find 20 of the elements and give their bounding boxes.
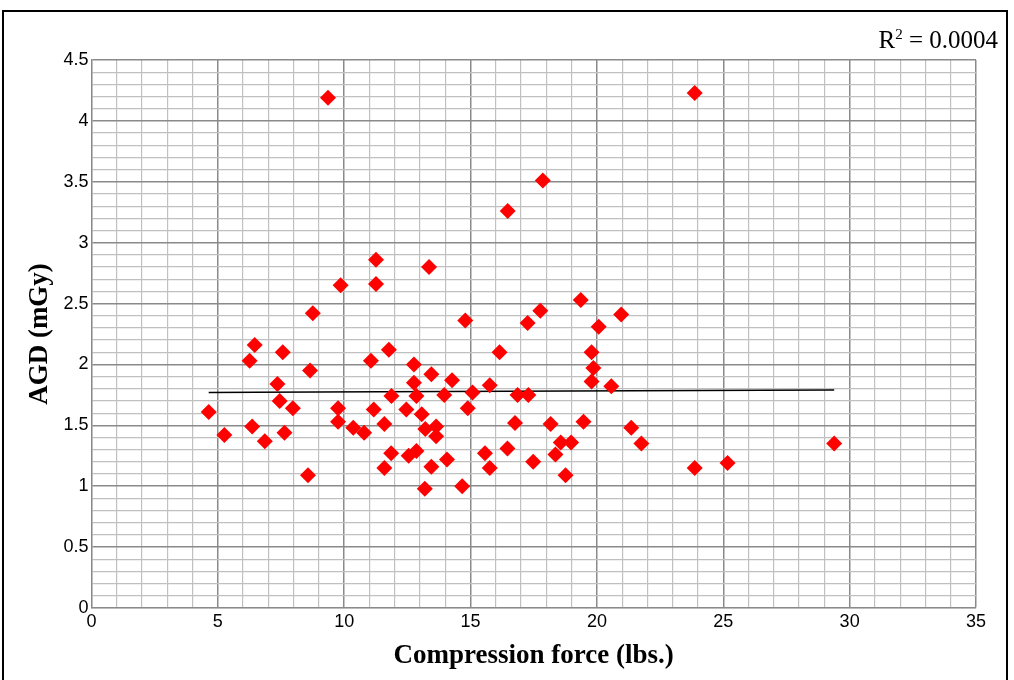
- x-tick-label: 5: [212, 610, 223, 631]
- y-tick-label: 4.5: [63, 48, 89, 69]
- y-axis-title: AGD (mGy): [23, 263, 54, 405]
- y-tick-label: 1: [78, 475, 89, 496]
- x-tick-label: 10: [334, 610, 355, 631]
- y-tick-label: 3: [78, 231, 89, 252]
- x-tick-label: 15: [460, 610, 481, 631]
- y-tick-label: 2: [78, 353, 89, 374]
- y-tick-label: 0.5: [63, 536, 89, 557]
- x-tick-label: 30: [839, 610, 860, 631]
- x-tick-label: 35: [965, 610, 987, 631]
- y-tick-label: 3.5: [63, 170, 89, 191]
- x-axis-title: Compression force (lbs.): [393, 638, 674, 669]
- x-tick-label: 20: [586, 610, 607, 631]
- y-tick-label: 1.5: [63, 414, 89, 435]
- y-tick-label: 4: [78, 109, 89, 130]
- text: R$^{2}$ = 0.0004: [878, 26, 998, 55]
- y-tick-label: 2.5: [63, 292, 89, 313]
- x-tick-label: 25: [713, 610, 734, 631]
- y-tick-label: 0: [78, 596, 89, 617]
